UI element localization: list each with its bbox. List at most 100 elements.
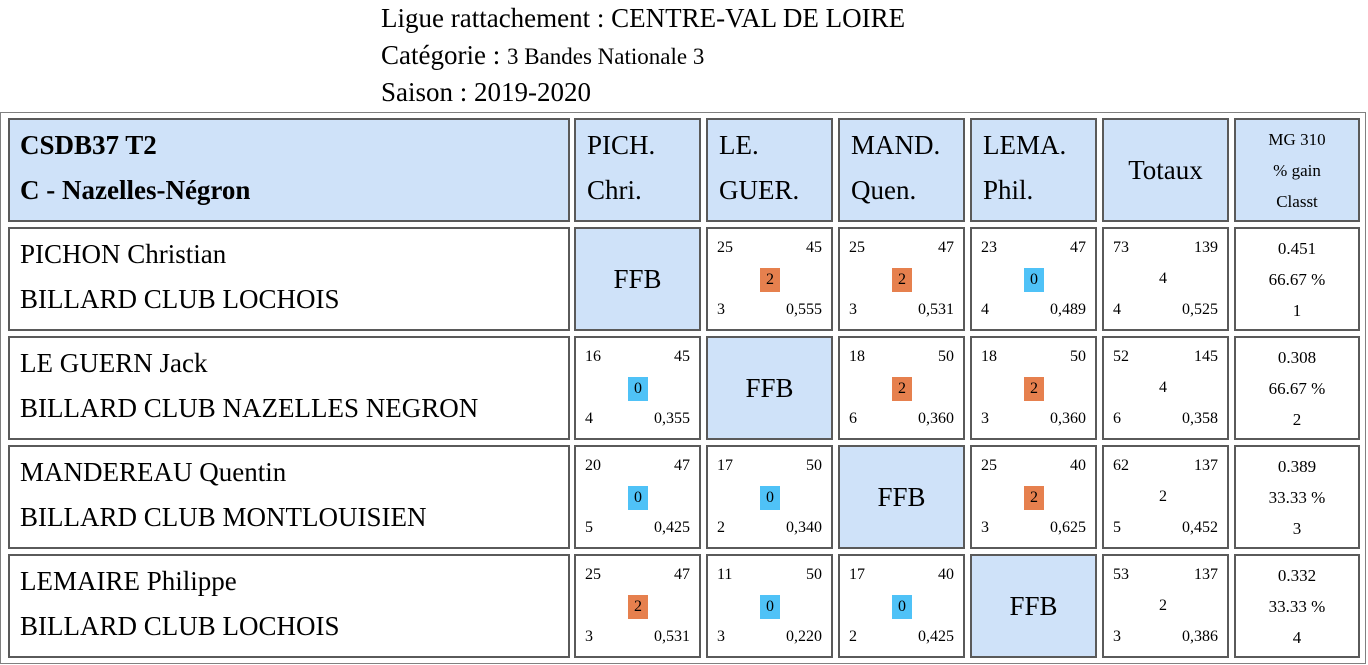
player-cell: LE GUERN Jack BILLARD CLUB NAZELLES NEGRO… <box>8 336 570 440</box>
player-name: LEMAIRE Philippe <box>20 566 237 596</box>
match-average: 0,360 <box>1050 410 1086 427</box>
column-header-mand: MAND. Quen. <box>838 118 965 222</box>
totals-result: 2 <box>1159 488 1167 505</box>
match-series: 3 <box>717 301 725 318</box>
match-cell: 25 40 2 3 0,625 <box>970 445 1097 549</box>
match-average: 0,355 <box>654 410 690 427</box>
player-club: BILLARD CLUB LOCHOIS <box>20 611 340 641</box>
match-cell: 25 47 2 3 0,531 <box>838 227 965 331</box>
ffb-label: FFB <box>877 481 926 512</box>
match-series: 2 <box>717 519 725 536</box>
totals-points: 52 <box>1113 348 1129 365</box>
match-result-badge: 2 <box>628 595 648 619</box>
player-club: BILLARD CLUB MONTLOUISIEN <box>20 502 427 532</box>
categorie-value: 3 Bandes Nationale 3 <box>506 44 705 69</box>
totals-average: 0,452 <box>1182 519 1218 536</box>
match-series: 3 <box>585 628 593 645</box>
match-target: 40 <box>1070 457 1086 474</box>
match-target: 45 <box>806 239 822 256</box>
column-header-line1: LEMA. <box>983 130 1067 160</box>
match-points: 25 <box>717 239 733 256</box>
gain-percent: 66.67 % <box>1268 379 1326 398</box>
column-header-line1: MAND. <box>851 130 941 160</box>
match-series: 5 <box>585 519 593 536</box>
column-header-line2: Chri. <box>587 175 642 205</box>
categorie-line: Catégorie : 3 Bandes Nationale 3 <box>381 37 905 74</box>
column-header-line2: Phil. <box>983 175 1034 205</box>
player-cell: PICHON Christian BILLARD CLUB LOCHOIS <box>8 227 570 331</box>
player-name: PICHON Christian <box>20 239 227 269</box>
mg-value: 0.389 <box>1277 457 1317 476</box>
ffb-cell: FFB <box>838 445 965 549</box>
match-target: 47 <box>674 566 690 583</box>
column-header-pich: PICH. Chri. <box>574 118 701 222</box>
match-result-badge: 0 <box>628 377 648 401</box>
match-series: 3 <box>849 301 857 318</box>
ranking: 3 <box>1292 519 1302 538</box>
match-points: 25 <box>849 239 865 256</box>
match-result-badge: 0 <box>760 595 780 619</box>
mg-value: 0.332 <box>1277 566 1317 585</box>
match-series: 4 <box>981 301 989 318</box>
match-points: 18 <box>849 348 865 365</box>
saison-label: Saison : <box>381 77 468 107</box>
mg-cell: 0.389 33.33 % 3 <box>1234 445 1360 549</box>
column-header-line1: LE. <box>719 130 759 160</box>
match-points: 16 <box>585 348 601 365</box>
totals-result: 4 <box>1159 270 1167 287</box>
saison-line: Saison : 2019-2020 <box>381 74 905 111</box>
match-series: 2 <box>849 628 857 645</box>
totals-points: 53 <box>1113 566 1129 583</box>
column-header-lema: LEMA. Phil. <box>970 118 1097 222</box>
team-club: C - Nazelles-Négron <box>20 175 251 205</box>
totals-cell: 62 137 2 5 0,452 <box>1102 445 1229 549</box>
ffb-cell: FFB <box>574 227 701 331</box>
match-target: 50 <box>938 348 954 365</box>
match-average: 0,555 <box>786 301 822 318</box>
match-target: 50 <box>806 566 822 583</box>
ligue-value: CENTRE-VAL DE LOIRE <box>611 3 906 33</box>
match-average: 0,489 <box>1050 301 1086 318</box>
ffb-label: FFB <box>1009 590 1058 621</box>
match-points: 11 <box>717 566 733 583</box>
totals-header-label: Totaux <box>1128 154 1203 185</box>
totals-average: 0,386 <box>1182 628 1218 645</box>
match-cell: 11 50 0 3 0,220 <box>706 554 833 658</box>
match-points: 20 <box>585 457 601 474</box>
match-series: 6 <box>849 410 857 427</box>
match-result-badge: 2 <box>760 268 780 292</box>
match-average: 0,531 <box>918 301 954 318</box>
totals-result: 4 <box>1159 379 1167 396</box>
column-header-line1: PICH. <box>587 130 656 160</box>
totals-target: 137 <box>1194 566 1218 583</box>
player-cell: LEMAIRE Philippe BILLARD CLUB LOCHOIS <box>8 554 570 658</box>
match-points: 18 <box>981 348 997 365</box>
match-target: 45 <box>674 348 690 365</box>
match-series: 3 <box>981 519 989 536</box>
page-header: Ligue rattachement : CENTRE-VAL DE LOIRE… <box>381 0 905 111</box>
match-cell: 23 47 0 4 0,489 <box>970 227 1097 331</box>
mg-header-rank: Classt <box>1276 192 1318 211</box>
match-cell: 25 47 2 3 0,531 <box>574 554 701 658</box>
match-result-badge: 0 <box>892 595 912 619</box>
match-points: 17 <box>717 457 733 474</box>
match-points: 25 <box>585 566 601 583</box>
match-target: 47 <box>674 457 690 474</box>
match-points: 17 <box>849 566 865 583</box>
match-points: 23 <box>981 239 997 256</box>
player-name: LE GUERN Jack <box>20 348 208 378</box>
match-average: 0,360 <box>918 410 954 427</box>
totals-cell: 52 145 4 6 0,358 <box>1102 336 1229 440</box>
match-cell: 17 50 0 2 0,340 <box>706 445 833 549</box>
match-average: 0,625 <box>1050 519 1086 536</box>
match-cell: 16 45 0 4 0,355 <box>574 336 701 440</box>
match-cell: 25 45 2 3 0,555 <box>706 227 833 331</box>
totals-target: 139 <box>1194 239 1218 256</box>
match-result-badge: 0 <box>628 486 648 510</box>
match-cell: 17 40 0 2 0,425 <box>838 554 965 658</box>
totals-series: 5 <box>1113 519 1121 536</box>
results-table-frame <box>0 112 1366 664</box>
ffb-label: FFB <box>745 372 794 403</box>
match-average: 0,220 <box>786 628 822 645</box>
match-target: 40 <box>938 566 954 583</box>
